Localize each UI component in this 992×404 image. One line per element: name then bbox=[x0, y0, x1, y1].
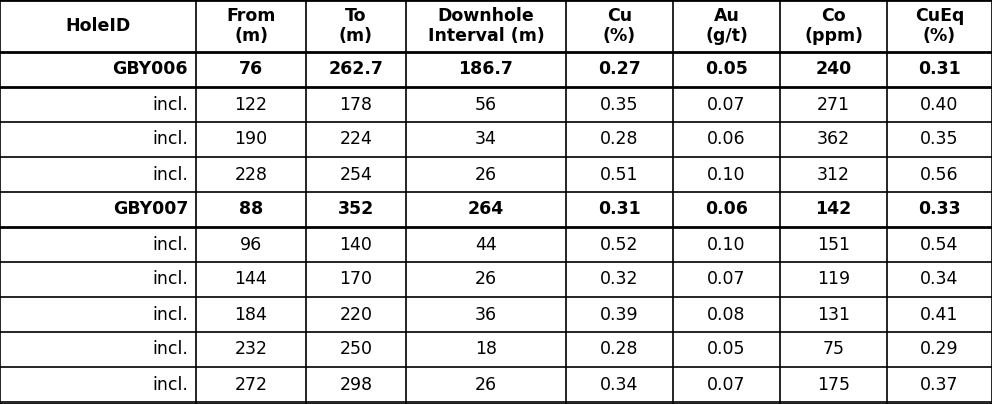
Text: 44: 44 bbox=[475, 236, 497, 253]
Text: 122: 122 bbox=[234, 95, 268, 114]
Text: 0.27: 0.27 bbox=[598, 61, 641, 78]
Text: 228: 228 bbox=[234, 166, 268, 183]
Text: 56: 56 bbox=[475, 95, 497, 114]
Text: 220: 220 bbox=[339, 305, 373, 324]
Text: GBY007: GBY007 bbox=[113, 200, 188, 219]
Text: 0.56: 0.56 bbox=[921, 166, 959, 183]
Text: To
(m): To (m) bbox=[339, 6, 373, 45]
Text: 0.31: 0.31 bbox=[598, 200, 641, 219]
Text: 272: 272 bbox=[234, 375, 268, 393]
Text: 0.06: 0.06 bbox=[705, 200, 748, 219]
Text: From
(m): From (m) bbox=[226, 6, 276, 45]
Text: 0.07: 0.07 bbox=[707, 271, 746, 288]
Text: 0.31: 0.31 bbox=[919, 61, 961, 78]
Text: 352: 352 bbox=[338, 200, 374, 219]
Text: 0.28: 0.28 bbox=[600, 341, 639, 358]
Text: 184: 184 bbox=[234, 305, 268, 324]
Text: 262.7: 262.7 bbox=[328, 61, 384, 78]
Text: HoleID: HoleID bbox=[65, 17, 131, 35]
Text: 0.39: 0.39 bbox=[600, 305, 639, 324]
Text: CuEq
(%): CuEq (%) bbox=[915, 6, 964, 45]
Text: 26: 26 bbox=[475, 375, 497, 393]
Text: 0.52: 0.52 bbox=[600, 236, 639, 253]
Text: 0.33: 0.33 bbox=[919, 200, 961, 219]
Text: 250: 250 bbox=[339, 341, 373, 358]
Text: 264: 264 bbox=[468, 200, 504, 219]
Text: 178: 178 bbox=[339, 95, 373, 114]
Text: 224: 224 bbox=[339, 130, 372, 149]
Text: Co
(ppm): Co (ppm) bbox=[804, 6, 863, 45]
Text: 26: 26 bbox=[475, 271, 497, 288]
Text: 362: 362 bbox=[817, 130, 850, 149]
Text: 0.06: 0.06 bbox=[707, 130, 746, 149]
Text: 0.29: 0.29 bbox=[921, 341, 959, 358]
Text: 240: 240 bbox=[815, 61, 851, 78]
Text: 0.37: 0.37 bbox=[921, 375, 958, 393]
Text: 0.10: 0.10 bbox=[707, 166, 746, 183]
Text: 0.08: 0.08 bbox=[707, 305, 746, 324]
Text: 144: 144 bbox=[235, 271, 268, 288]
Text: 190: 190 bbox=[234, 130, 268, 149]
Text: 142: 142 bbox=[815, 200, 851, 219]
Text: 0.41: 0.41 bbox=[921, 305, 958, 324]
Text: 0.40: 0.40 bbox=[921, 95, 958, 114]
Text: incl.: incl. bbox=[152, 305, 188, 324]
Text: Au
(g/t): Au (g/t) bbox=[705, 6, 748, 45]
Text: incl.: incl. bbox=[152, 166, 188, 183]
Text: 0.07: 0.07 bbox=[707, 95, 746, 114]
Text: 18: 18 bbox=[475, 341, 497, 358]
Text: 140: 140 bbox=[339, 236, 372, 253]
Text: incl.: incl. bbox=[152, 95, 188, 114]
Text: incl.: incl. bbox=[152, 271, 188, 288]
Text: 36: 36 bbox=[475, 305, 497, 324]
Text: 254: 254 bbox=[339, 166, 372, 183]
Text: 175: 175 bbox=[817, 375, 850, 393]
Text: 34: 34 bbox=[475, 130, 497, 149]
Text: 0.35: 0.35 bbox=[921, 130, 958, 149]
Text: 151: 151 bbox=[817, 236, 850, 253]
Text: 0.51: 0.51 bbox=[600, 166, 639, 183]
Text: 312: 312 bbox=[817, 166, 850, 183]
Text: 75: 75 bbox=[822, 341, 844, 358]
Text: 0.35: 0.35 bbox=[600, 95, 639, 114]
Text: 0.10: 0.10 bbox=[707, 236, 746, 253]
Text: GBY006: GBY006 bbox=[112, 61, 188, 78]
Text: 131: 131 bbox=[817, 305, 850, 324]
Text: 26: 26 bbox=[475, 166, 497, 183]
Text: 170: 170 bbox=[339, 271, 373, 288]
Text: 76: 76 bbox=[239, 61, 263, 78]
Text: 0.07: 0.07 bbox=[707, 375, 746, 393]
Text: 0.34: 0.34 bbox=[921, 271, 958, 288]
Text: 88: 88 bbox=[239, 200, 263, 219]
Text: 271: 271 bbox=[817, 95, 850, 114]
Text: 119: 119 bbox=[817, 271, 850, 288]
Text: 0.28: 0.28 bbox=[600, 130, 639, 149]
Text: 186.7: 186.7 bbox=[458, 61, 514, 78]
Text: 0.05: 0.05 bbox=[705, 61, 748, 78]
Text: Cu
(%): Cu (%) bbox=[603, 6, 636, 45]
Text: 298: 298 bbox=[339, 375, 373, 393]
Text: incl.: incl. bbox=[152, 375, 188, 393]
Text: 0.05: 0.05 bbox=[707, 341, 746, 358]
Text: incl.: incl. bbox=[152, 130, 188, 149]
Text: 0.54: 0.54 bbox=[921, 236, 958, 253]
Text: incl.: incl. bbox=[152, 341, 188, 358]
Text: 0.34: 0.34 bbox=[600, 375, 639, 393]
Text: incl.: incl. bbox=[152, 236, 188, 253]
Text: Downhole
Interval (m): Downhole Interval (m) bbox=[428, 6, 545, 45]
Text: 96: 96 bbox=[240, 236, 262, 253]
Text: 232: 232 bbox=[234, 341, 268, 358]
Text: 0.32: 0.32 bbox=[600, 271, 639, 288]
